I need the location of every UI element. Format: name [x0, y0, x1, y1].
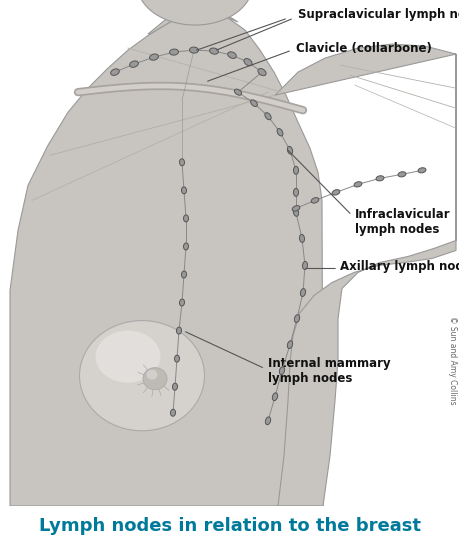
- Ellipse shape: [310, 197, 318, 203]
- Ellipse shape: [169, 49, 178, 55]
- Ellipse shape: [264, 113, 270, 120]
- Ellipse shape: [234, 89, 241, 95]
- Ellipse shape: [353, 182, 361, 187]
- Ellipse shape: [417, 168, 425, 173]
- Ellipse shape: [302, 262, 307, 269]
- Ellipse shape: [170, 409, 175, 416]
- Ellipse shape: [183, 215, 188, 222]
- Ellipse shape: [149, 54, 158, 60]
- Ellipse shape: [331, 190, 339, 195]
- Text: Supraclavicular lymph nodes: Supraclavicular lymph nodes: [297, 8, 459, 21]
- Text: Internal mammary
lymph nodes: Internal mammary lymph nodes: [268, 357, 390, 385]
- Ellipse shape: [257, 69, 265, 76]
- Ellipse shape: [183, 243, 188, 250]
- Ellipse shape: [143, 368, 167, 390]
- Polygon shape: [148, 8, 237, 34]
- Ellipse shape: [137, 0, 252, 25]
- Ellipse shape: [397, 172, 405, 177]
- Ellipse shape: [179, 299, 184, 306]
- Ellipse shape: [265, 417, 270, 425]
- Ellipse shape: [291, 206, 299, 211]
- Ellipse shape: [181, 187, 186, 194]
- Ellipse shape: [299, 234, 304, 243]
- Ellipse shape: [293, 166, 298, 174]
- Text: © Sun and Amy Collins: © Sun and Amy Collins: [448, 317, 457, 405]
- Ellipse shape: [279, 367, 284, 375]
- Polygon shape: [10, 13, 322, 506]
- Ellipse shape: [287, 146, 292, 154]
- Ellipse shape: [174, 355, 179, 362]
- Ellipse shape: [79, 320, 204, 431]
- Polygon shape: [274, 44, 455, 506]
- Ellipse shape: [172, 383, 177, 390]
- Ellipse shape: [276, 128, 282, 136]
- Text: Axillary lymph nodes: Axillary lymph nodes: [339, 261, 459, 274]
- Ellipse shape: [293, 188, 298, 196]
- Ellipse shape: [294, 314, 299, 323]
- Ellipse shape: [111, 69, 119, 76]
- Ellipse shape: [227, 52, 236, 58]
- Ellipse shape: [176, 327, 181, 334]
- Ellipse shape: [300, 288, 305, 296]
- Ellipse shape: [293, 208, 298, 217]
- Ellipse shape: [146, 370, 157, 380]
- Ellipse shape: [287, 341, 292, 349]
- Ellipse shape: [243, 59, 252, 66]
- Ellipse shape: [189, 47, 198, 53]
- Ellipse shape: [272, 393, 277, 400]
- Ellipse shape: [181, 271, 186, 278]
- Ellipse shape: [209, 48, 218, 54]
- Text: Lymph nodes in relation to the breast: Lymph nodes in relation to the breast: [39, 517, 420, 535]
- Ellipse shape: [250, 100, 257, 107]
- Ellipse shape: [95, 331, 160, 382]
- Text: Infraclavicular
lymph nodes: Infraclavicular lymph nodes: [354, 208, 450, 237]
- Text: Clavicle (collarbone): Clavicle (collarbone): [295, 42, 431, 55]
- Ellipse shape: [179, 159, 184, 166]
- Ellipse shape: [129, 61, 138, 67]
- Ellipse shape: [375, 176, 383, 181]
